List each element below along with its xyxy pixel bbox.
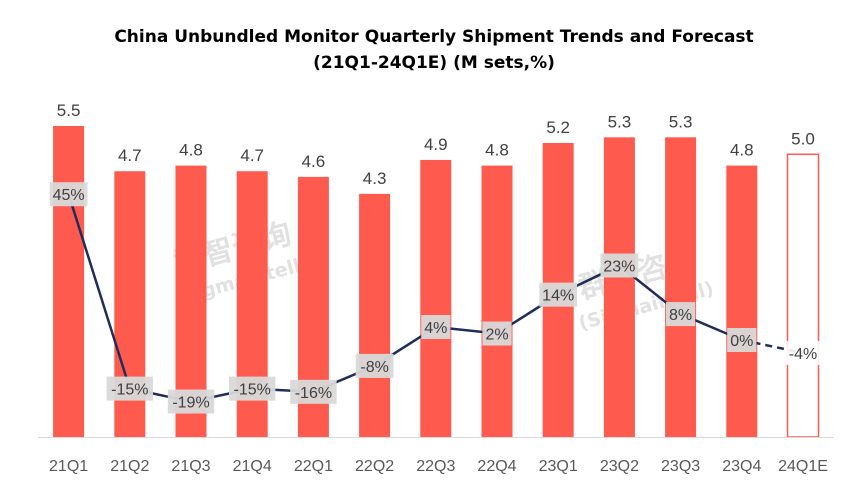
- x-tick-label: 24Q1E: [778, 458, 828, 475]
- growth-label-text: -16%: [295, 385, 332, 402]
- bar-value-label: 4.8: [730, 141, 754, 160]
- growth-label: 23%: [600, 253, 639, 278]
- bar-value-label: 5.3: [608, 112, 632, 131]
- growth-label-bg: [355, 353, 394, 378]
- bar: [420, 159, 452, 437]
- bar: [665, 137, 697, 438]
- x-tick-label: 22Q1: [294, 458, 333, 475]
- growth-label-bg: [600, 253, 639, 278]
- bar-value-label: 4.8: [179, 141, 203, 160]
- growth-label-text: -15%: [234, 382, 271, 399]
- growth-label: 2%: [482, 321, 512, 346]
- x-tick-label: 22Q2: [355, 458, 394, 475]
- x-tick-label: 23Q2: [600, 458, 639, 475]
- growth-label-bg: [106, 376, 153, 401]
- growth-label-text: 23%: [603, 258, 635, 275]
- growth-label-bg: [229, 376, 276, 401]
- bar: [786, 153, 820, 438]
- bar-value-label: 4.9: [424, 135, 448, 154]
- growth-label: 0%: [727, 328, 757, 352]
- bar-value-label: 4.3: [363, 169, 387, 188]
- bar-value-label: 5.2: [546, 118, 570, 137]
- bar-value-label: 4.8: [485, 141, 509, 160]
- growth-label-bg: [666, 302, 696, 327]
- growth-label-bg: [49, 182, 88, 207]
- growth-label-text: 45%: [53, 187, 85, 204]
- growth-label-bg: [482, 321, 512, 346]
- growth-label-text: 2%: [485, 327, 508, 344]
- x-tick-label: 21Q4: [233, 458, 272, 475]
- x-tick-label: 23Q3: [661, 458, 700, 475]
- bar: [726, 165, 758, 437]
- growth-label-text: 0%: [730, 333, 753, 350]
- growth-label-text: -4%: [789, 346, 817, 363]
- bar: [603, 137, 635, 438]
- growth-label: 8%: [666, 302, 696, 327]
- growth-label: -16%: [290, 379, 337, 404]
- growth-label: -4%: [784, 340, 822, 365]
- growth-label-bg: [290, 379, 337, 404]
- bar-value-label: 5.0: [791, 129, 815, 148]
- x-tick-label: 21Q2: [110, 458, 149, 475]
- growth-label: -15%: [106, 376, 153, 401]
- bar-value-label: 4.7: [240, 146, 264, 165]
- growth-label-bg: [727, 328, 757, 352]
- growth-label: 14%: [539, 282, 578, 307]
- bar-value-label: 5.5: [57, 101, 81, 120]
- x-tick-label: 23Q4: [722, 458, 761, 475]
- bar-value-label: 4.7: [118, 146, 142, 165]
- bar: [53, 126, 85, 437]
- x-tick-label: 23Q1: [539, 458, 578, 475]
- growth-label: -19%: [167, 389, 215, 414]
- x-tick-label: 21Q3: [171, 458, 210, 475]
- growth-label-text: 14%: [542, 288, 574, 305]
- growth-label: 45%: [49, 182, 88, 207]
- bar: [359, 193, 391, 437]
- bar-value-label: 5.3: [669, 112, 693, 131]
- bar-value-label: 4.6: [302, 152, 326, 171]
- growth-label-text: -8%: [360, 359, 388, 376]
- bar: [481, 165, 513, 437]
- x-tick-label: 22Q3: [416, 458, 455, 475]
- growth-label-bg: [539, 282, 578, 307]
- growth-label-bg: [167, 389, 215, 414]
- growth-label: 4%: [421, 315, 451, 340]
- growth-label-text: -15%: [111, 382, 148, 399]
- growth-label-text: 4%: [424, 320, 447, 337]
- x-tick-label: 22Q4: [477, 458, 516, 475]
- growth-label: -15%: [229, 376, 276, 401]
- x-tick-label: 21Q1: [49, 458, 88, 475]
- growth-label-bg: [421, 315, 451, 340]
- growth-label-bg: [784, 340, 822, 365]
- chart-subtitle: (21Q1-24Q1E) (M sets,%): [313, 53, 555, 73]
- chart-title: China Unbundled Monitor Quarterly Shipme…: [114, 27, 754, 47]
- growth-label-text: 8%: [669, 307, 692, 324]
- growth-label: -8%: [355, 353, 394, 378]
- growth-label-text: -19%: [172, 395, 209, 412]
